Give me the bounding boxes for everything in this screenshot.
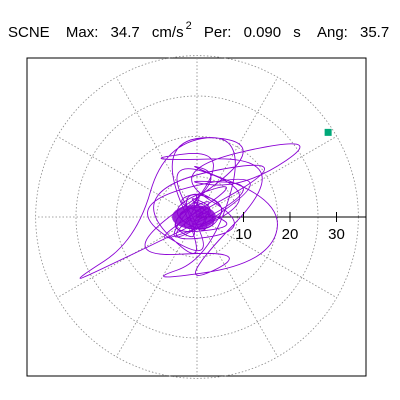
radial-tick-label-10: 10 bbox=[235, 226, 252, 243]
peak-marker-group bbox=[324, 128, 332, 136]
max-unit-exponent: 2 bbox=[185, 20, 192, 32]
radial-tick-label-30: 30 bbox=[328, 226, 345, 243]
orbit-dense-core bbox=[172, 205, 216, 229]
station-code: SCNE bbox=[8, 24, 50, 41]
header: SCNE Max: 34.7 cm/s 2 Per: 0.090 s Ang: 3… bbox=[8, 16, 389, 43]
polar-grid bbox=[35, 55, 359, 379]
grid-spoke-240 bbox=[115, 216, 198, 357]
orbit-path bbox=[79, 137, 301, 279]
grid-spoke-330 bbox=[196, 216, 337, 299]
radial-ticks: 10 20 30 bbox=[235, 212, 345, 243]
grid-spoke-30 bbox=[196, 135, 337, 218]
period-label: Per: bbox=[203, 24, 232, 41]
period-unit: s bbox=[293, 24, 301, 41]
orbit-trace bbox=[79, 137, 301, 279]
angle-value: 35.7 bbox=[360, 24, 390, 41]
grid-spoke-60 bbox=[196, 77, 279, 218]
period-value: 0.090 bbox=[243, 24, 282, 41]
grid-spoke-120 bbox=[115, 77, 198, 218]
angle-label: Ang: bbox=[316, 24, 348, 41]
max-unit: cm/s 2 bbox=[152, 16, 192, 43]
grid-spoke-150 bbox=[57, 135, 198, 218]
max-value: 34.7 bbox=[110, 24, 140, 41]
max-label: Max: bbox=[65, 24, 99, 41]
grid-spoke-300 bbox=[196, 216, 279, 357]
max-unit-base: cm/s bbox=[151, 24, 184, 41]
peak-marker bbox=[324, 128, 332, 136]
radial-tick-label-20: 20 bbox=[282, 226, 299, 243]
